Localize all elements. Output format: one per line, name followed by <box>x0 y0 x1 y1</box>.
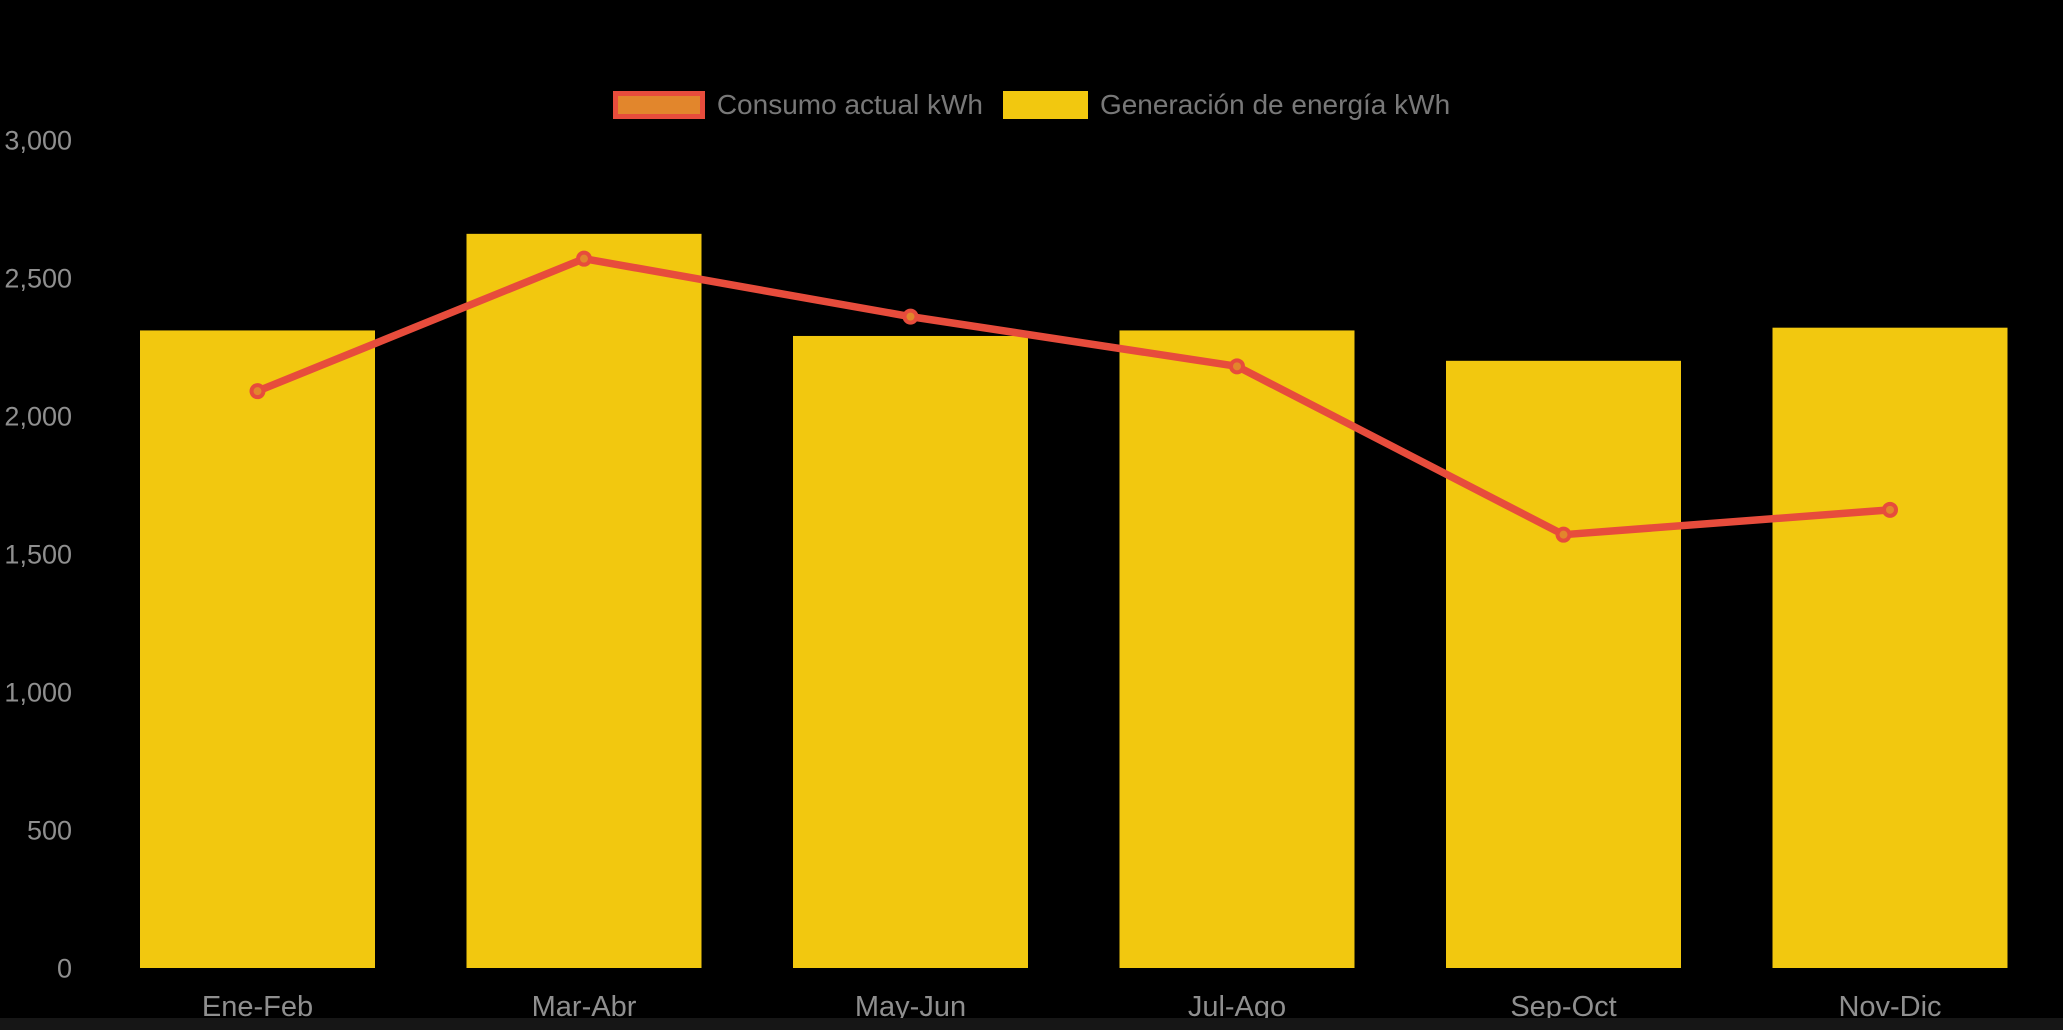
line-point-mar-abr[interactable] <box>576 250 592 267</box>
x-axis-label: Jul-Ago <box>1188 991 1286 1023</box>
line-point-nov-dic[interactable] <box>1882 501 1898 518</box>
bar-ene-feb[interactable] <box>140 330 375 968</box>
x-axis-label: Sep-Oct <box>1510 991 1616 1023</box>
legend-item-consumo[interactable]: Consumo actual kWh <box>612 89 983 120</box>
legend-swatch-line-icon <box>612 91 705 119</box>
line-point-sep-oct[interactable] <box>1555 526 1572 543</box>
line-point-ene-feb[interactable] <box>249 383 266 400</box>
bar-may-jun[interactable] <box>793 335 1028 969</box>
legend-label: Consumo actual kWh <box>716 89 983 120</box>
x-axis-label: Ene-Feb <box>202 991 313 1023</box>
x-axis-label: Mar-Abr <box>532 991 637 1023</box>
y-axis-label: 1,500 <box>4 539 72 569</box>
bar-nov-dic[interactable] <box>1772 327 2008 968</box>
line-point-jul-ago[interactable] <box>1229 358 1245 375</box>
y-axis-label: 2,000 <box>4 401 72 431</box>
x-axis-label: Nov-Dic <box>1838 991 1941 1023</box>
chart-legend: Consumo actual kWh Generación de energía … <box>0 91 2063 119</box>
y-axis-label: 500 <box>27 815 72 845</box>
bar-jul-ago[interactable] <box>1119 330 1355 968</box>
consumption-line <box>253 254 1894 539</box>
bar-mar-abr[interactable] <box>466 233 702 969</box>
bar-sep-oct[interactable] <box>1446 360 1681 968</box>
y-axis-label: 2,500 <box>4 263 72 293</box>
bottom-edge-strip <box>0 1018 2063 1030</box>
y-axis-label: 0 <box>57 953 72 983</box>
y-axis-label: 3,000 <box>4 125 72 155</box>
x-axis-label: May-Jun <box>855 991 966 1023</box>
legend-item-generacion[interactable]: Generación de energía kWh <box>1002 89 1451 120</box>
legend-label: Generación de energía kWh <box>1099 89 1451 120</box>
y-axis-label: 1,000 <box>4 677 72 707</box>
line-point-may-jun[interactable] <box>902 308 919 325</box>
legend-swatch-bar-icon <box>1002 91 1088 119</box>
